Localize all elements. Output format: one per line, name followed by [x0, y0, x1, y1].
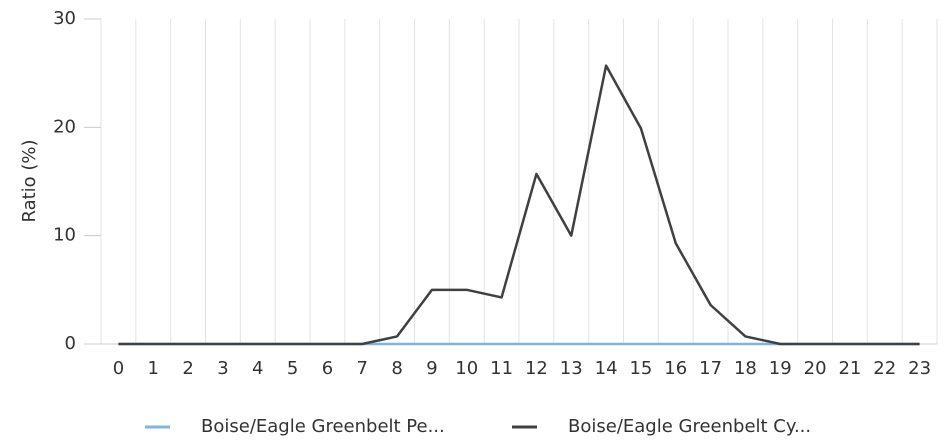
y-tick-label: 10 — [53, 225, 76, 246]
x-tick-label: 17 — [699, 358, 722, 379]
x-tick-label: 10 — [455, 358, 478, 379]
x-tick-label: 7 — [357, 358, 368, 379]
series-line — [118, 64, 920, 346]
x-tick-label: 22 — [873, 358, 896, 379]
x-tick-label: 14 — [595, 358, 618, 379]
y-tick-label: 0 — [65, 333, 76, 354]
legend-label: Boise/Eagle Greenbelt Cy... — [568, 416, 811, 437]
x-tick-label: 9 — [426, 358, 437, 379]
x-tick-label: 23 — [908, 358, 931, 379]
x-tick-label: 12 — [525, 358, 548, 379]
x-tick-label: 1 — [148, 358, 159, 379]
x-tick-label: 18 — [734, 358, 757, 379]
x-tick-label: 11 — [490, 358, 513, 379]
x-tick-label: 16 — [664, 358, 687, 379]
x-tick-label: 5 — [287, 358, 298, 379]
x-tick-label: 13 — [560, 358, 583, 379]
legend-label: Boise/Eagle Greenbelt Pe... — [201, 416, 445, 437]
x-tick-label: 21 — [838, 358, 861, 379]
x-tick-label: 6 — [322, 358, 333, 379]
y-axis-label: Ratio (%) — [19, 139, 40, 222]
y-tick-label: 20 — [53, 116, 76, 137]
x-tick-label: 0 — [113, 358, 124, 379]
x-tick-label: 4 — [252, 358, 263, 379]
x-tick-label: 20 — [804, 358, 827, 379]
x-tick-label: 3 — [217, 358, 228, 379]
y-tick-label: 30 — [53, 8, 76, 29]
x-tick-label: 15 — [629, 358, 652, 379]
x-tick-label: 2 — [182, 358, 193, 379]
x-tick-label: 19 — [769, 358, 792, 379]
x-tick-label: 8 — [391, 358, 402, 379]
